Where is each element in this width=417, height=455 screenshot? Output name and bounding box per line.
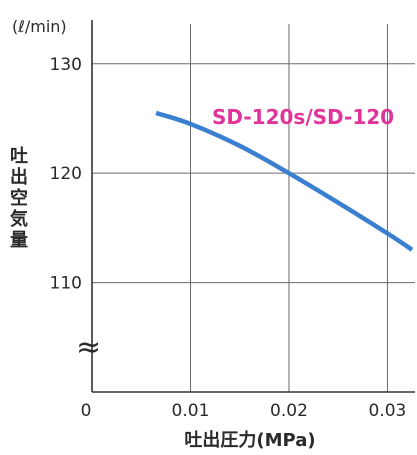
y-axis-label-char-3: 気: [10, 208, 28, 230]
axis-break-mark: ≈: [76, 330, 101, 365]
y-axis-label-char-0: 吐: [10, 146, 28, 167]
series-line-0: [155, 110, 414, 252]
y-tick-label-2: 130: [50, 55, 82, 75]
y-axis-label-char-4: 量: [10, 229, 28, 251]
x-axis-label: 吐出圧力(MPa): [184, 429, 315, 451]
y-axis-unit: (ℓ/min): [12, 17, 67, 36]
x-tick-label-1: 0.01: [172, 401, 210, 421]
y-axis-label-char-1: 出: [10, 166, 28, 188]
series-layer: [155, 110, 414, 252]
x-tick-label-3: 0.03: [369, 401, 407, 421]
x-tick-label-2: 0.02: [270, 401, 308, 421]
x-tick-label-0: 0: [81, 401, 92, 421]
y-tick-label-0: 110: [50, 274, 82, 294]
axes: [91, 20, 415, 393]
y-tick-label-1: 120: [50, 164, 82, 184]
series-label-sd120: SD-120s/SD-120: [212, 105, 394, 129]
grid: [92, 24, 415, 392]
tick-labels: 110 120 130 0 0.01 0.02 0.03: [50, 55, 407, 421]
y-axis-label-char-2: 空: [10, 187, 28, 209]
